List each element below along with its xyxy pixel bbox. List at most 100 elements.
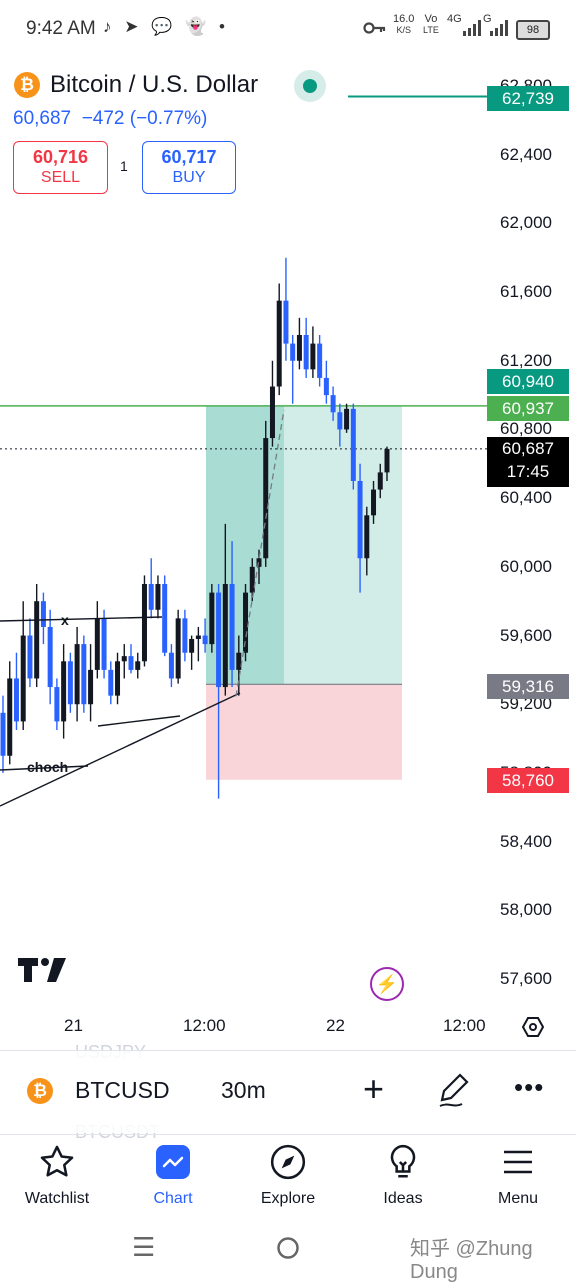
- candle-body: [243, 592, 249, 653]
- status-bar: 9:42 AM ♪ ➤ 💬 👻 • 16.0 K/S Vo LTE 4G G 98: [0, 0, 576, 60]
- compass-icon: [238, 1142, 338, 1182]
- nav-chart[interactable]: Chart: [123, 1142, 223, 1208]
- candle-body: [20, 635, 26, 722]
- symbol-selector[interactable]: BTCUSD: [75, 1077, 170, 1103]
- time-tick: 12:00: [183, 1016, 226, 1035]
- candle-body: [344, 408, 350, 430]
- candle-body: [357, 480, 363, 559]
- candle-body: [189, 638, 195, 653]
- target-label-2: 60,937: [487, 396, 569, 421]
- candle-body: [229, 584, 235, 670]
- candle-body: [371, 489, 377, 516]
- candle-body: [162, 584, 168, 653]
- network-type-2: G: [483, 13, 492, 25]
- notification-icons: ♪ ➤ 💬 👻 •: [103, 17, 229, 36]
- candle-body: [216, 592, 222, 688]
- symbol-bar: [0, 1050, 576, 1133]
- price-tick: 62,000: [500, 213, 552, 233]
- add-icon[interactable]: +: [363, 1068, 385, 1109]
- candle-body: [13, 678, 19, 722]
- candle-body: [81, 644, 87, 705]
- candle-body: [236, 652, 242, 670]
- candle-body: [148, 584, 154, 610]
- time-tick: 12:00: [443, 1016, 486, 1035]
- home-icon[interactable]: [276, 1236, 300, 1265]
- candle-body: [364, 515, 370, 559]
- entry-label: 59,316: [487, 674, 569, 699]
- candle-body: [40, 601, 46, 627]
- bitcoin-logo-icon: ₿: [27, 1078, 53, 1104]
- symbol-title[interactable]: Bitcoin / U.S. Dollar: [50, 71, 259, 98]
- nav-menu[interactable]: Menu: [468, 1142, 568, 1208]
- price-tick: 57,600: [500, 969, 552, 988]
- price-tick: 60,800: [500, 419, 552, 439]
- sell-button[interactable]: 60,716 SELL: [13, 141, 108, 194]
- interval-selector[interactable]: 30m: [221, 1077, 266, 1103]
- hamburger-menu-icon: [468, 1142, 568, 1182]
- current-price-label: 60,687 17:45: [487, 437, 569, 487]
- quote-line: 60,687 −472 (−0.77%): [13, 108, 207, 130]
- candle-body: [128, 656, 134, 670]
- bottom-nav: [0, 1134, 576, 1221]
- more-icon[interactable]: •••: [514, 1072, 545, 1102]
- candle-body: [202, 635, 208, 645]
- loss-zone: [206, 684, 402, 780]
- choch-label: choch: [27, 759, 68, 775]
- price-tick: 58,000: [500, 900, 552, 920]
- candle-body: [175, 618, 181, 679]
- price-tick: 61,600: [500, 282, 552, 302]
- candle-body: [115, 661, 121, 696]
- candle-body: [276, 300, 282, 387]
- signal-icon: [463, 20, 483, 41]
- network-type: 4G: [447, 13, 462, 25]
- candle-body: [384, 448, 390, 473]
- candle-body: [61, 661, 67, 722]
- candle-body: [155, 584, 161, 610]
- candle-body: [263, 438, 269, 559]
- candle-body: [337, 412, 343, 430]
- network-speed: 16.0 K/S: [393, 13, 415, 36]
- time-tick: 21: [64, 1016, 83, 1035]
- nav-watchlist[interactable]: Watchlist: [7, 1142, 107, 1208]
- flash-icon[interactable]: ⚡: [370, 967, 404, 1001]
- market-open-icon[interactable]: [294, 70, 326, 102]
- candle-body: [303, 335, 309, 370]
- candle-body: [47, 626, 53, 688]
- candle-body: [290, 343, 296, 361]
- star-icon: [7, 1142, 107, 1182]
- price-tick: 60,000: [500, 556, 552, 576]
- price-change: −472 (−0.77%): [81, 108, 208, 129]
- price-tick: 62,400: [500, 144, 552, 164]
- recent-apps-icon[interactable]: ☰: [132, 1232, 156, 1262]
- drawing-tool-icon[interactable]: [438, 1072, 472, 1113]
- bitcoin-logo-icon: ₿: [14, 72, 40, 98]
- candle-body: [67, 661, 73, 705]
- key-icon: [363, 20, 387, 41]
- candle-body: [168, 652, 174, 679]
- candle-body: [330, 395, 336, 413]
- target-label-1: 60,940: [487, 369, 569, 394]
- battery-icon: 98: [516, 20, 550, 40]
- candle-body: [101, 618, 107, 670]
- nav-explore[interactable]: Explore: [238, 1142, 338, 1208]
- choch-line: [0, 765, 89, 771]
- candle-body: [283, 300, 289, 344]
- x-label: x: [61, 612, 69, 628]
- candle-body: [54, 687, 60, 722]
- candle-body: [317, 343, 323, 378]
- nav-ideas[interactable]: Ideas: [353, 1142, 453, 1208]
- candle-body: [7, 678, 13, 756]
- buy-button[interactable]: 60,717 BUY: [142, 141, 236, 194]
- watermark: 知乎 @Zhung Dung: [410, 1238, 533, 1283]
- candle-body: [88, 669, 94, 705]
- auto-scale-icon[interactable]: [521, 1015, 545, 1045]
- candle-body: [323, 377, 329, 396]
- price-tick: 60,400: [500, 488, 552, 508]
- stop-label: 58,760: [487, 768, 569, 793]
- price-chart[interactable]: x choch: [0, 60, 576, 1050]
- candle-body: [135, 661, 141, 670]
- chart-icon: [123, 1142, 223, 1182]
- candle-body: [34, 601, 40, 679]
- candle-body: [74, 644, 80, 705]
- candle-body: [182, 618, 188, 653]
